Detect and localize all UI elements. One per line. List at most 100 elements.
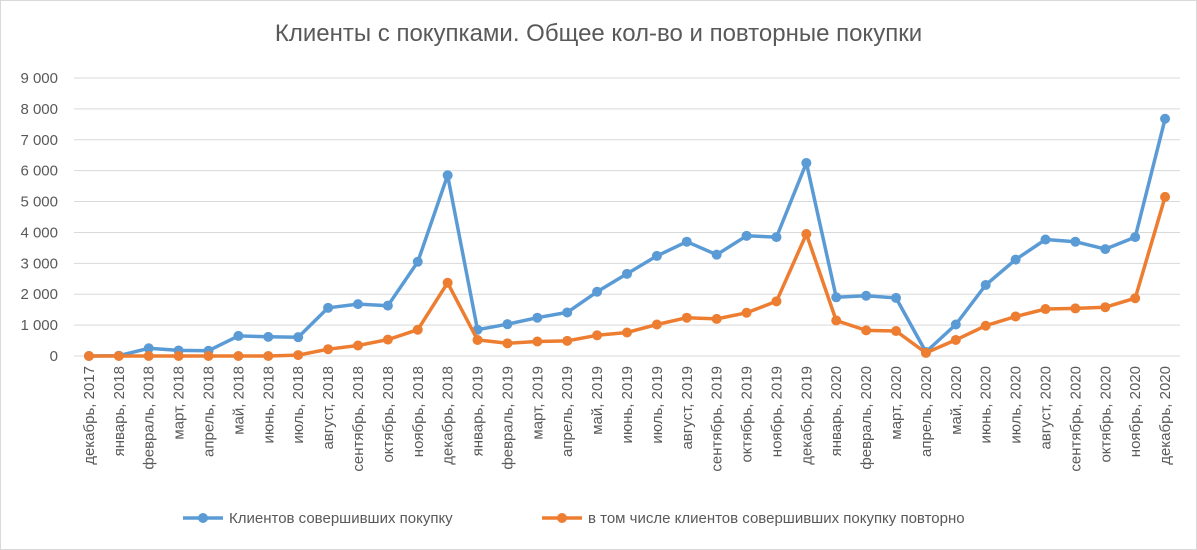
x-tick-label: март, 2019 bbox=[529, 366, 546, 440]
data-point bbox=[143, 351, 154, 361]
x-tick-label: август, 2018 bbox=[320, 366, 337, 450]
legend-label: в том числе клиентов совершивших покупку… bbox=[588, 510, 965, 527]
y-tick-label: 8 000 bbox=[20, 101, 58, 118]
data-point bbox=[801, 157, 812, 168]
data-point bbox=[950, 319, 961, 330]
data-point bbox=[681, 312, 692, 323]
data-point bbox=[592, 286, 603, 297]
series-2 bbox=[83, 191, 1171, 361]
x-tick-label: март, 2020 bbox=[888, 366, 905, 440]
data-point bbox=[980, 279, 991, 290]
x-tick-label: октябрь, 2019 bbox=[739, 366, 756, 463]
data-point bbox=[1070, 236, 1081, 247]
x-tick-label: февраль, 2020 bbox=[858, 366, 875, 470]
legend-marker bbox=[198, 513, 208, 523]
data-point bbox=[293, 332, 304, 343]
x-tick-label: декабрь, 2018 bbox=[440, 366, 457, 465]
x-tick-label: март, 2018 bbox=[171, 366, 188, 440]
data-point bbox=[681, 236, 692, 247]
x-tick-label: август, 2020 bbox=[1037, 366, 1054, 450]
x-tick-label: октябрь, 2018 bbox=[380, 366, 397, 463]
x-tick-label: сентябрь, 2018 bbox=[350, 366, 367, 472]
data-point bbox=[891, 325, 902, 336]
x-tick-label: январь, 2018 bbox=[111, 366, 128, 456]
x-tick-label: август, 2019 bbox=[679, 366, 696, 450]
x-tick-label: ноябрь, 2018 bbox=[410, 366, 427, 457]
x-tick-label: декабрь, 2019 bbox=[798, 366, 815, 465]
data-point bbox=[382, 334, 393, 345]
y-tick-label: 5 000 bbox=[20, 194, 58, 211]
data-point bbox=[532, 312, 543, 323]
x-tick-label: сентябрь, 2020 bbox=[1067, 366, 1084, 472]
data-point bbox=[442, 170, 453, 181]
y-tick-label: 2 000 bbox=[20, 286, 58, 303]
data-point bbox=[352, 340, 363, 351]
data-point bbox=[83, 351, 94, 361]
data-point bbox=[412, 324, 423, 335]
x-tick-label: декабрь, 2020 bbox=[1157, 366, 1174, 465]
data-point bbox=[352, 299, 363, 310]
x-tick-label: февраль, 2018 bbox=[141, 366, 158, 470]
x-tick-label: май, 2018 bbox=[230, 366, 247, 435]
data-point bbox=[741, 307, 752, 318]
x-tick-label: ноябрь, 2019 bbox=[768, 366, 785, 457]
data-point bbox=[861, 325, 872, 336]
x-tick-label: июль, 2018 bbox=[290, 366, 307, 444]
y-tick-label: 6 000 bbox=[20, 163, 58, 180]
data-point bbox=[1130, 232, 1141, 243]
data-point bbox=[562, 335, 573, 346]
data-point bbox=[442, 277, 453, 288]
data-point bbox=[1010, 254, 1021, 265]
data-point bbox=[980, 320, 991, 331]
data-point bbox=[592, 330, 603, 341]
data-point bbox=[1040, 304, 1051, 315]
x-tick-label: февраль, 2019 bbox=[499, 366, 516, 470]
y-tick-label: 1 000 bbox=[20, 317, 58, 334]
y-tick-label: 0 bbox=[50, 348, 58, 365]
data-point bbox=[651, 250, 662, 261]
x-tick-label: ноябрь, 2020 bbox=[1127, 366, 1144, 457]
data-point bbox=[412, 256, 423, 267]
data-point bbox=[113, 351, 124, 361]
data-point bbox=[771, 232, 782, 243]
data-point bbox=[233, 351, 244, 361]
data-point bbox=[861, 290, 872, 301]
data-point bbox=[1070, 303, 1081, 314]
legend-marker bbox=[557, 513, 567, 523]
x-tick-label: июль, 2019 bbox=[649, 366, 666, 444]
data-point bbox=[173, 351, 184, 361]
data-point bbox=[532, 336, 543, 347]
data-point bbox=[233, 330, 244, 341]
data-point bbox=[293, 350, 304, 361]
y-tick-label: 7 000 bbox=[20, 132, 58, 149]
data-point bbox=[263, 351, 274, 361]
x-tick-label: май, 2020 bbox=[948, 366, 965, 435]
legend: Клиентов совершивших покупку в том числе … bbox=[183, 510, 965, 527]
data-point bbox=[622, 327, 632, 338]
data-point bbox=[1100, 302, 1111, 313]
data-point bbox=[502, 319, 513, 330]
x-tick-label: июнь, 2019 bbox=[619, 366, 636, 443]
data-point bbox=[920, 347, 931, 358]
data-point bbox=[771, 296, 782, 307]
x-tick-label: октябрь, 2020 bbox=[1097, 366, 1114, 463]
y-axis-ticks: 0 1 000 2 000 3 000 4 000 5 000 6 000 7 000 8 00… bbox=[20, 70, 58, 365]
x-tick-label: июль, 2020 bbox=[1008, 366, 1025, 444]
data-point bbox=[562, 307, 573, 318]
chart-title: Клиенты с покупками. Общее кол-во и повт… bbox=[274, 20, 923, 47]
data-point bbox=[502, 338, 513, 349]
data-point bbox=[831, 315, 842, 326]
data-point bbox=[1040, 234, 1051, 245]
x-tick-label: декабрь, 2017 bbox=[81, 366, 98, 465]
data-point bbox=[1100, 244, 1111, 255]
data-point bbox=[950, 334, 961, 345]
gridlines bbox=[74, 77, 1180, 357]
data-point bbox=[651, 319, 662, 330]
x-tick-label: апрель, 2018 bbox=[201, 366, 218, 457]
x-tick-label: январь, 2020 bbox=[828, 366, 845, 456]
y-tick-label: 3 000 bbox=[20, 255, 58, 272]
x-tick-label: сентябрь, 2019 bbox=[709, 366, 726, 472]
legend-label: Клиентов совершивших покупку bbox=[229, 510, 453, 527]
series-lines bbox=[83, 113, 1171, 361]
